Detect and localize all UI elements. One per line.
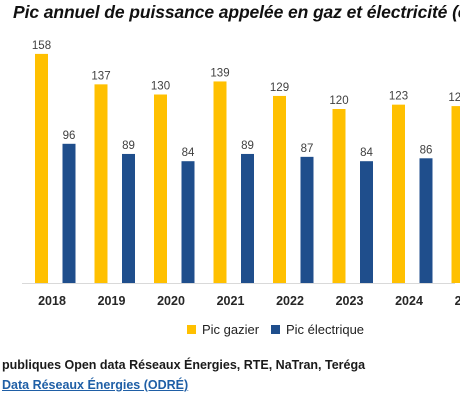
x-tick-label-2022: 2022 <box>276 294 304 308</box>
data-label-electric-2020: 84 <box>182 147 195 159</box>
x-tick-label-2019: 2019 <box>98 294 126 308</box>
bar-gas-2019 <box>94 84 108 283</box>
source-link[interactable]: Data Réseaux Énergies (ODRÉ) <box>2 378 189 392</box>
bar-electric-2024 <box>419 158 433 283</box>
data-label-electric-2023: 84 <box>360 147 373 159</box>
legend-swatch <box>187 325 196 334</box>
source-note: publiques Open data Réseaux Énergies, RT… <box>2 358 366 372</box>
data-label-electric-2022: 87 <box>301 143 314 155</box>
x-tick-label-2018: 2018 <box>38 294 66 308</box>
data-label-gas-2018: 158 <box>32 40 51 52</box>
data-label-electric-2024: 86 <box>420 144 433 156</box>
x-tick-label-2021: 2021 <box>217 294 245 308</box>
chart-legend: Pic gazier Pic électrique <box>0 322 460 340</box>
data-label-electric-2018: 96 <box>63 130 76 142</box>
chart-title: Pic annuel de puissance appelée en gaz e… <box>13 2 460 22</box>
legend-item-electric: Pic électrique <box>271 322 364 337</box>
bar-electric-2019 <box>122 153 135 283</box>
bar-electric-2018 <box>62 143 76 283</box>
bar-gas-2022 <box>273 95 286 283</box>
bar-chart: 158 96 2018 137 89 2019 130 84 2020 139 89 2021 129 8… <box>22 40 460 308</box>
bar-gas-2025 <box>451 106 460 283</box>
data-label-gas-2020: 130 <box>151 81 170 93</box>
data-label-gas-2021: 139 <box>210 67 229 79</box>
legend-item-gas: Pic gazier <box>187 322 259 337</box>
bar-electric-2021 <box>241 153 254 283</box>
legend-swatch <box>271 325 280 334</box>
data-label-electric-2019: 89 <box>122 140 135 152</box>
legend-label: Pic électrique <box>286 322 365 337</box>
data-label-gas-2019: 137 <box>91 70 110 82</box>
bar-electric-2023 <box>360 161 373 283</box>
data-label-gas-2025: 122 <box>448 92 460 104</box>
x-tick-label-2024: 2024 <box>395 294 423 308</box>
data-label-electric-2021: 89 <box>241 140 254 152</box>
bar-gas-2023 <box>332 109 346 283</box>
bar-gas-2018 <box>35 53 48 284</box>
x-tick-label-2023: 2023 <box>336 294 364 308</box>
bar-gas-2024 <box>392 104 405 284</box>
x-tick-label-2025: 2025 <box>455 294 460 308</box>
legend-label: Pic gazier <box>202 322 260 337</box>
bar-electric-2020 <box>181 161 195 283</box>
bar-gas-2021 <box>213 81 227 283</box>
x-tick-label-2020: 2020 <box>157 294 185 308</box>
data-label-gas-2023: 120 <box>329 95 348 107</box>
data-label-gas-2022: 129 <box>270 82 289 94</box>
bar-electric-2022 <box>300 156 314 283</box>
data-label-gas-2024: 123 <box>389 91 408 103</box>
bar-gas-2020 <box>154 94 167 283</box>
